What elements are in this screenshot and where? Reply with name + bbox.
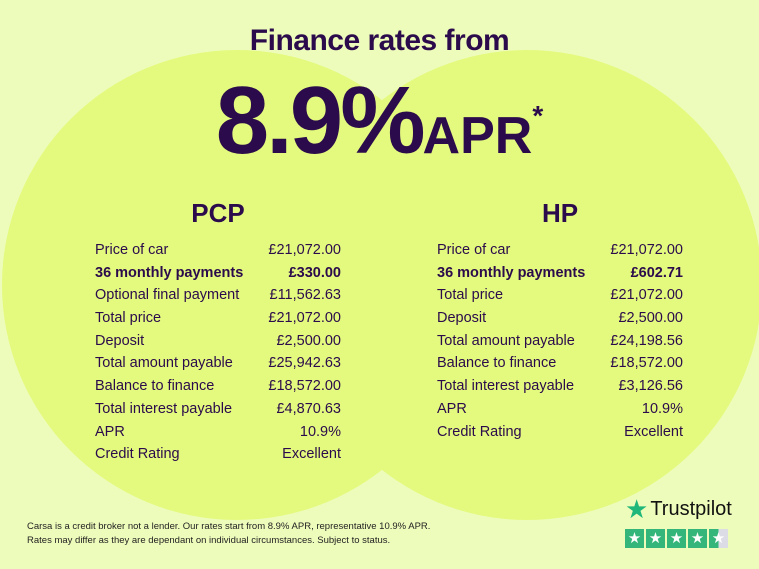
row-value: 10.9%	[641, 400, 683, 417]
pcp-table: PCP Price of car £21,072.00 36 monthly paym…	[95, 198, 341, 466]
asterisk: *	[532, 100, 544, 131]
table-row: Price of car £21,072.00	[95, 239, 341, 262]
table-row: Balance to finance £18,572.00	[437, 352, 683, 375]
table-row: Total amount payable £24,198.56	[437, 330, 683, 353]
row-value: £24,198.56	[610, 332, 683, 349]
table-row: Deposit £2,500.00	[437, 307, 683, 330]
table-row: Total amount payable £25,942.63	[95, 352, 341, 375]
table-row: Total interest payable £3,126.56	[437, 375, 683, 398]
star-icon: ★	[667, 529, 686, 548]
trustpilot-badge: ★ Trustpilot ★ ★ ★ ★ ★	[625, 494, 732, 548]
table-row: 36 monthly payments £330.00	[95, 262, 341, 285]
row-value: £2,500.00	[276, 332, 341, 349]
row-label: Total amount payable	[95, 355, 233, 372]
row-value: £3,126.56	[618, 378, 683, 395]
row-value: £25,942.63	[268, 355, 341, 372]
row-label: 36 monthly payments	[437, 264, 586, 281]
row-label: Balance to finance	[437, 355, 557, 372]
row-label: Credit Rating	[437, 423, 522, 440]
rate-suffix: APR	[422, 107, 533, 165]
row-label: Price of car	[437, 242, 511, 258]
disclaimer-line: Rates may differ as they are dependant o…	[27, 535, 391, 546]
disclaimer: Carsa is a credit broker not a lender. O…	[27, 520, 430, 548]
row-value: Excellent	[624, 423, 683, 440]
trustpilot-name: Trustpilot	[650, 498, 732, 520]
row-label: Total price	[95, 310, 162, 327]
table-row: APR 10.9%	[95, 421, 341, 444]
row-value: £18,572.00	[268, 378, 341, 395]
row-value: £21,072.00	[268, 242, 341, 258]
row-value: £21,072.00	[610, 242, 683, 258]
pcp-title: PCP	[191, 198, 245, 228]
row-label: Total amount payable	[437, 332, 575, 349]
star-icon: ★	[646, 529, 665, 548]
disclaimer-line: Carsa is a credit broker not a lender. O…	[27, 521, 431, 532]
table-row: Balance to finance £18,572.00	[95, 375, 341, 398]
row-value: £21,072.00	[610, 287, 683, 304]
row-value: £4,870.63	[276, 400, 341, 417]
background-circle-right	[292, 50, 759, 520]
row-value: £21,072.00	[268, 310, 341, 327]
rate-value: 8.9%	[215, 67, 426, 174]
table-row: Total price £21,072.00	[95, 307, 341, 330]
hp-title: HP	[541, 198, 579, 228]
star-icon: ★	[709, 529, 728, 548]
row-value: £2,500.00	[618, 310, 683, 327]
row-label: Deposit	[437, 310, 487, 327]
rate-display: 8.9%APR*	[0, 66, 759, 176]
row-label: Total interest payable	[437, 378, 575, 395]
table-row: Optional final payment £11,562.63	[95, 284, 341, 307]
row-value: £11,562.63	[269, 287, 342, 304]
row-label: 36 monthly payments	[95, 264, 244, 281]
row-label: APR	[95, 423, 125, 440]
row-label: Deposit	[95, 332, 145, 349]
row-label: Total price	[437, 287, 504, 304]
row-value: £602.71	[630, 264, 683, 281]
row-value: £18,572.00	[610, 355, 683, 372]
rating-stars: ★ ★ ★ ★ ★	[625, 529, 732, 548]
table-row: APR 10.9%	[437, 398, 683, 421]
table-row: Credit Rating Excellent	[95, 443, 341, 466]
row-value: 10.9%	[299, 423, 341, 440]
table-row: Total price £21,072.00	[437, 284, 683, 307]
hp-table: HP Price of car £21,072.00 36 monthly payme…	[437, 198, 683, 443]
star-icon: ★	[625, 494, 649, 524]
table-row: 36 monthly payments £602.71	[437, 262, 683, 285]
star-icon: ★	[625, 529, 644, 548]
row-value: Excellent	[282, 446, 341, 463]
row-label: Balance to finance	[95, 378, 215, 395]
row-label: APR	[437, 400, 467, 417]
table-row: Price of car £21,072.00	[437, 239, 683, 262]
row-label: Total interest payable	[95, 400, 233, 417]
row-label: Credit Rating	[95, 446, 180, 463]
table-row: Credit Rating Excellent	[437, 421, 683, 444]
table-row: Deposit £2,500.00	[95, 330, 341, 353]
row-value: £330.00	[288, 264, 341, 281]
table-row: Total interest payable £4,870.63	[95, 398, 341, 421]
row-label: Optional final payment	[95, 287, 240, 304]
headline: Finance rates from	[249, 24, 510, 57]
row-label: Price of car	[95, 242, 169, 258]
star-icon: ★	[688, 529, 707, 548]
